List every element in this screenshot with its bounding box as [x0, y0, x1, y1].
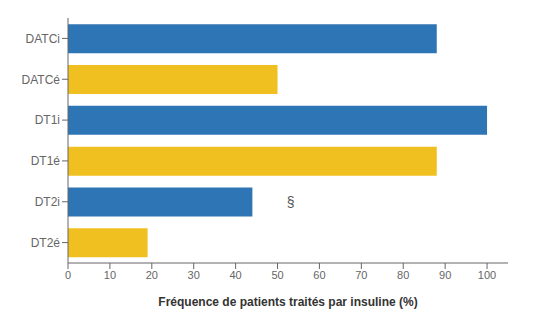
- svg-text:40: 40: [229, 269, 241, 281]
- svg-text:30: 30: [188, 269, 200, 281]
- svg-text:70: 70: [355, 269, 367, 281]
- svg-text:60: 60: [313, 269, 325, 281]
- svg-text:Fréquence de patients traités: Fréquence de patients traités par insuli…: [158, 295, 417, 309]
- svg-text:DATCi: DATCi: [26, 32, 60, 46]
- svg-text:DT1i: DT1i: [35, 113, 60, 127]
- svg-text:90: 90: [439, 269, 451, 281]
- svg-text:DATCé: DATCé: [22, 73, 61, 87]
- svg-text:0: 0: [65, 269, 71, 281]
- svg-text:DT2é: DT2é: [31, 236, 61, 250]
- svg-text:80: 80: [397, 269, 409, 281]
- svg-text:20: 20: [146, 269, 158, 281]
- svg-text:10: 10: [104, 269, 116, 281]
- svg-text:DT1é: DT1é: [31, 154, 61, 168]
- svg-text:§: §: [287, 194, 295, 210]
- svg-text:50: 50: [271, 269, 283, 281]
- svg-text:100: 100: [478, 269, 496, 281]
- svg-text:DT2i: DT2i: [35, 195, 60, 209]
